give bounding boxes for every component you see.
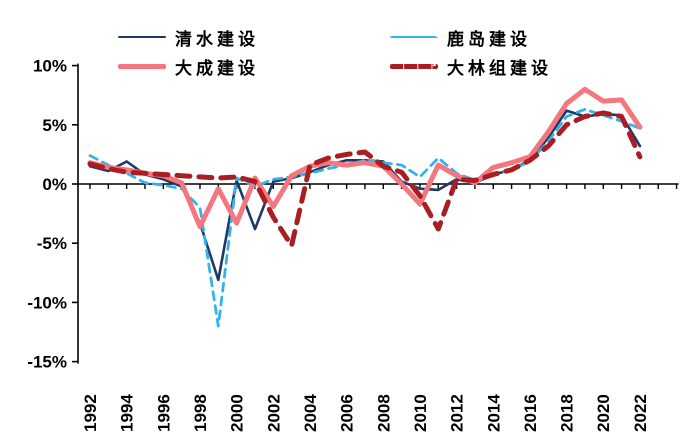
svg-text:1992: 1992 bbox=[81, 394, 100, 432]
legend-line-dashed-darkred bbox=[390, 63, 438, 69]
svg-text:2008: 2008 bbox=[374, 394, 393, 432]
svg-text:1996: 1996 bbox=[154, 394, 173, 432]
legend-label-obayashi: 大林组建设 bbox=[447, 58, 552, 78]
legend-line-solid-pink bbox=[118, 63, 166, 69]
svg-text:2018: 2018 bbox=[558, 394, 577, 432]
svg-text:0%: 0% bbox=[42, 175, 67, 194]
svg-text:2004: 2004 bbox=[301, 394, 320, 432]
svg-text:2002: 2002 bbox=[264, 394, 283, 432]
svg-text:2012: 2012 bbox=[448, 394, 467, 432]
legend-item-taisei: 大成建设 bbox=[118, 55, 390, 78]
svg-text:2000: 2000 bbox=[228, 394, 247, 432]
svg-text:-5%: -5% bbox=[37, 234, 67, 253]
legend-line-solid-navy bbox=[118, 36, 166, 38]
svg-text:-10%: -10% bbox=[27, 293, 67, 312]
svg-text:2020: 2020 bbox=[594, 394, 613, 432]
svg-text:2010: 2010 bbox=[411, 394, 430, 432]
legend-item-kajima: 鹿岛建设 bbox=[390, 26, 588, 49]
legend-item-shimizu: 清水建设 bbox=[118, 26, 390, 49]
legend-item-obayashi: 大林组建设 bbox=[390, 55, 588, 78]
legend-label-kajima: 鹿岛建设 bbox=[447, 29, 531, 49]
svg-text:1994: 1994 bbox=[118, 394, 137, 432]
svg-text:10%: 10% bbox=[33, 57, 67, 76]
svg-text:-15%: -15% bbox=[27, 353, 67, 372]
svg-text:2006: 2006 bbox=[338, 394, 357, 432]
svg-text:2014: 2014 bbox=[484, 394, 503, 432]
svg-text:2016: 2016 bbox=[521, 394, 540, 432]
svg-text:2022: 2022 bbox=[631, 394, 650, 432]
svg-text:5%: 5% bbox=[42, 116, 67, 135]
legend-label-shimizu: 清水建设 bbox=[175, 29, 259, 49]
svg-text:1998: 1998 bbox=[191, 394, 210, 432]
legend: 清水建设 鹿岛建设 大成建设 大林组建设 bbox=[118, 26, 588, 78]
legend-line-dashed-lightblue bbox=[390, 36, 438, 38]
legend-label-taisei: 大成建设 bbox=[175, 58, 259, 78]
